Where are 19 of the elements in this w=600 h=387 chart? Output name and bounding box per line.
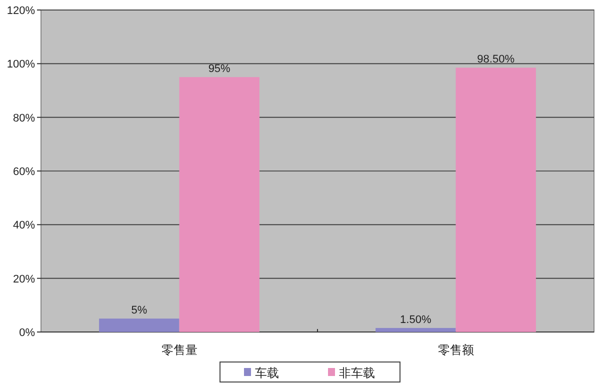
data-label: 5% bbox=[131, 304, 148, 317]
y-tick-label: 40% bbox=[12, 220, 36, 232]
bar bbox=[376, 328, 456, 332]
legend-label: 车载 bbox=[255, 366, 279, 380]
bar bbox=[179, 77, 260, 332]
data-label: 98.50% bbox=[477, 54, 515, 66]
y-tick-label: 100% bbox=[6, 58, 36, 71]
y-tick-label: 0% bbox=[19, 327, 36, 339]
x-tick-label: 零售额 bbox=[438, 343, 474, 357]
x-tick-label: 零售量 bbox=[161, 343, 198, 357]
data-label: 95% bbox=[208, 63, 231, 76]
y-tick-label: 120% bbox=[6, 5, 36, 17]
data-label: 1.50% bbox=[400, 314, 432, 326]
y-tick-label: 60% bbox=[12, 166, 36, 178]
y-tick-label: 80% bbox=[12, 112, 36, 124]
legend-label: 非车载 bbox=[339, 366, 375, 380]
bar bbox=[456, 68, 536, 332]
y-tick-label: 20% bbox=[12, 273, 36, 286]
bar bbox=[99, 318, 180, 332]
